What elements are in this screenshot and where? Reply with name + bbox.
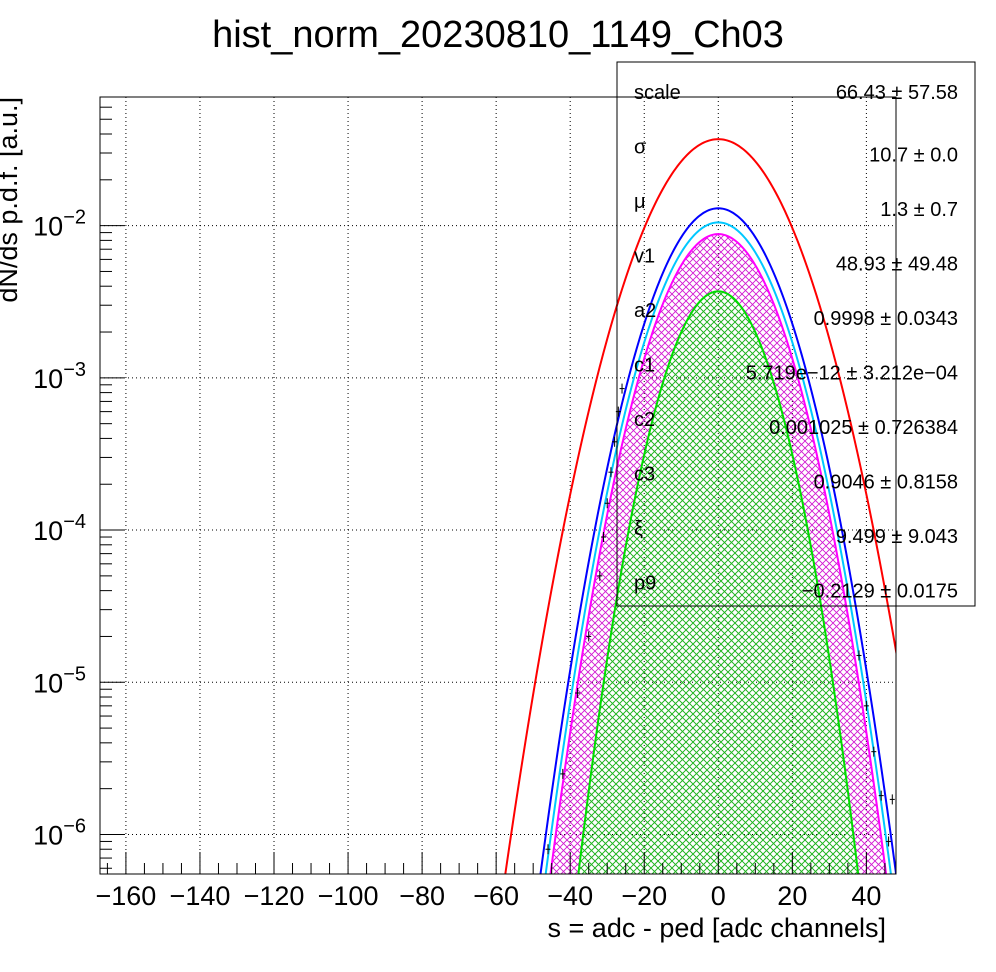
axis-ticks (100, 96, 886, 874)
fit-curve (504, 138, 896, 874)
x-tick-labels: −160 −140 −120 −100 −80 −60 −40 −20 0 20 40 (96, 881, 882, 911)
fit-curve (549, 233, 888, 874)
data-point (889, 794, 895, 805)
x-tick-label: −120 (244, 881, 305, 911)
y-tick-label: 10−2 (33, 207, 86, 242)
stat-name: p9 (634, 573, 656, 595)
curve-fills (550, 234, 887, 874)
x-tick-label: −20 (621, 881, 667, 911)
data-point (545, 844, 551, 855)
data-point (863, 700, 869, 711)
fit-curves (504, 138, 896, 874)
x-tick-label: 20 (777, 881, 807, 911)
stat-name: c2 (634, 409, 655, 431)
chart-title: hist_norm_20230810_1149_Ch03 (212, 14, 784, 56)
x-tick-label: −140 (170, 881, 231, 911)
data-point (886, 836, 892, 847)
y-tick-label: 10−5 (33, 663, 86, 698)
x-tick-label: −40 (547, 881, 593, 911)
data-point (619, 383, 625, 394)
data-point (856, 650, 862, 661)
data-point (878, 790, 884, 801)
stat-name: c3 (634, 464, 655, 486)
stat-value: 0.001025 ± 0.726384 (769, 417, 958, 439)
stats-box-frame (616, 61, 976, 607)
data-point (560, 768, 566, 779)
fit-curve (539, 207, 896, 874)
stat-name: v1 (634, 246, 655, 268)
y-tick-label: 10−4 (33, 511, 86, 546)
x-tick-label: −80 (399, 881, 445, 911)
data-point (608, 467, 614, 478)
x-tick-label: 0 (711, 881, 726, 911)
stat-name: ξ (634, 518, 643, 540)
stats-box: scale 66.43 ± 57.58 σ 10.7 ± 0.0 μ 1.3 ± 0.7 v… (616, 61, 976, 607)
fit-curve (544, 221, 892, 874)
data-point (871, 746, 877, 757)
stat-value: 48.93 ± 49.48 (836, 254, 958, 276)
fit-curve (577, 290, 860, 874)
stat-value: 0.9998 ± 0.0343 (814, 308, 958, 330)
stat-value: 9.499 ± 9.043 (836, 526, 958, 548)
stat-value: 1.3 ± 0.7 (880, 199, 958, 221)
x-tick-label: −60 (473, 881, 519, 911)
data-points (545, 383, 895, 855)
x-tick-label: −160 (96, 881, 157, 911)
y-tick-label: 10−3 (33, 359, 86, 394)
y-tick-labels: 10−2 10−3 10−4 10−5 10−6 (33, 207, 86, 851)
stat-name: a2 (634, 300, 656, 322)
x-tick-label: 40 (851, 881, 881, 911)
data-point (601, 532, 607, 543)
stat-value: 0.9046 ± 0.8158 (814, 472, 958, 494)
stat-value: 10.7 ± 0.0 (869, 145, 958, 167)
y-tick-label: 10−6 (33, 815, 86, 850)
x-axis-label: s = adc - ped [adc channels] (548, 913, 886, 943)
y-axis-label: dN/ds p.d.f. [a.u.] (0, 97, 23, 303)
stat-value: −0.2129 ± 0.0175 (802, 581, 958, 603)
data-point (604, 498, 610, 509)
data-point (575, 688, 581, 699)
stat-name: μ (634, 191, 646, 213)
stat-name: σ (634, 137, 647, 159)
data-point (612, 436, 618, 447)
plot-frame (99, 96, 897, 875)
curve-fill (578, 291, 859, 874)
stat-value: 66.43 ± 57.58 (836, 82, 958, 104)
data-point (597, 570, 603, 581)
stat-value: 5.719e−12 ± 3.212e−04 (746, 363, 958, 385)
data-point (586, 631, 592, 642)
stat-name: scale (634, 82, 681, 104)
stat-name: c1 (634, 355, 655, 377)
x-tick-label: −100 (318, 881, 379, 911)
